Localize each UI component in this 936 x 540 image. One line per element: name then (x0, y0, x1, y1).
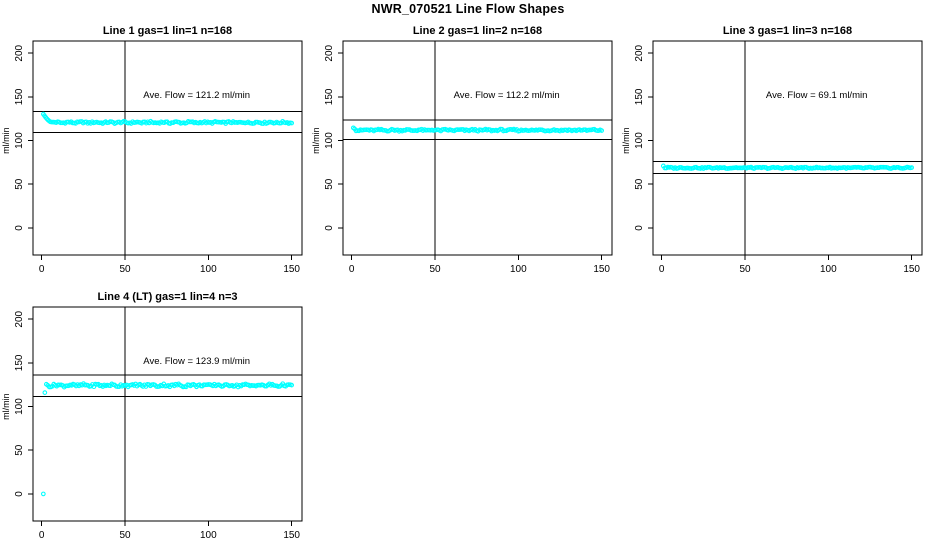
avg-flow-annotation: Ave. Flow = 123.9 ml/min (143, 356, 250, 367)
y-tick-label: 50 (14, 178, 25, 190)
data-points (660, 163, 915, 172)
y-tick-label: 50 (634, 178, 645, 190)
x-tick-label: 50 (119, 530, 131, 540)
avg-band-lines (33, 374, 302, 398)
x-tick-label: 50 (739, 264, 751, 275)
x-axis-ticks: 0 50 100 150 (659, 255, 920, 275)
y-tick-label: 200 (14, 44, 25, 61)
avg-band-lines (33, 110, 302, 134)
y-tick-label: 200 (324, 44, 335, 61)
y-tick-label: 200 (634, 44, 645, 61)
x-tick-label: 150 (903, 264, 920, 275)
y-tick-label: 100 (324, 132, 335, 149)
x-tick-label: 0 (39, 530, 45, 540)
x-tick-label: 100 (200, 530, 217, 540)
plot-frame (342, 40, 613, 256)
x-axis-ticks: 0 50 100 150 (39, 255, 300, 275)
avg-flow-annotation: Ave. Flow = 112.2 ml/min (454, 90, 560, 101)
y-axis-ticks: 0 50 100 150 200 (324, 44, 343, 231)
x-tick-label: 100 (200, 264, 217, 275)
y-tick-label: 100 (14, 132, 25, 149)
figure-title: NWR_070521 Line Flow Shapes (371, 2, 565, 16)
y-tick-label: 0 (14, 491, 25, 497)
y-tick-label: 50 (14, 444, 25, 456)
data-points (350, 125, 605, 134)
avg-flow-annotation: Ave. Flow = 69.1 ml/min (766, 90, 867, 101)
avg-band-lines (653, 161, 922, 175)
panel-title: Line 2 gas=1 lin=2 n=168 (413, 25, 542, 37)
panel-4: Line 4 (LT) gas=1 lin=4 n=3 0 50 100 150 200 m… (1, 291, 303, 540)
panel-title: Line 3 gas=1 lin=3 n=168 (723, 25, 852, 37)
y-axis-label: ml/min (621, 127, 631, 153)
y-tick-label: 200 (14, 310, 25, 327)
data-points (40, 111, 295, 126)
y-axis-ticks: 0 50 100 150 200 (14, 310, 33, 497)
y-tick-label: 100 (634, 132, 645, 149)
x-tick-label: 0 (39, 264, 45, 275)
y-tick-label: 0 (634, 225, 645, 231)
panel-2: Line 2 gas=1 lin=2 n=168 0 50 100 150 200 ml/m… (311, 25, 613, 275)
x-axis-ticks: 0 50 100 150 (39, 521, 300, 540)
x-tick-label: 50 (119, 264, 131, 275)
y-tick-label: 150 (634, 88, 645, 105)
plot-frame (32, 40, 303, 256)
x-tick-label: 150 (283, 264, 300, 275)
x-tick-label: 50 (429, 264, 441, 275)
panel-3: Line 3 gas=1 lin=3 n=168 0 50 100 150 200 ml/m… (621, 25, 923, 275)
y-tick-label: 150 (14, 354, 25, 371)
panel-1: Line 1 gas=1 lin=1 n=168 0 50 100 150 200 ml/m… (1, 25, 303, 275)
y-tick-label: 0 (14, 225, 25, 231)
y-axis-label: ml/min (1, 127, 11, 153)
y-axis-ticks: 0 50 100 150 200 (634, 44, 653, 231)
x-tick-label: 100 (820, 264, 837, 275)
x-tick-label: 0 (659, 264, 665, 275)
y-tick-label: 50 (324, 178, 335, 190)
x-tick-label: 150 (283, 530, 300, 540)
x-tick-label: 0 (349, 264, 355, 275)
x-axis-ticks: 0 50 100 150 (349, 255, 610, 275)
avg-flow-annotation: Ave. Flow = 121.2 ml/min (143, 90, 250, 101)
panel-title: Line 4 (LT) gas=1 lin=4 n=3 (97, 291, 237, 303)
plot-frame (32, 306, 303, 522)
data-points (40, 381, 295, 497)
y-axis-label: ml/min (1, 393, 11, 420)
x-tick-label: 100 (510, 264, 527, 275)
y-axis-ticks: 0 50 100 150 200 (14, 44, 33, 231)
plot-frame (652, 40, 923, 256)
y-tick-label: 100 (14, 398, 25, 415)
panel-title: Line 1 gas=1 lin=1 n=168 (103, 25, 232, 37)
avg-band-lines (343, 119, 612, 141)
y-tick-label: 150 (14, 88, 25, 105)
y-tick-label: 150 (324, 88, 335, 105)
y-tick-label: 0 (324, 225, 335, 231)
y-axis-label: ml/min (311, 127, 321, 153)
x-tick-label: 150 (593, 264, 610, 275)
